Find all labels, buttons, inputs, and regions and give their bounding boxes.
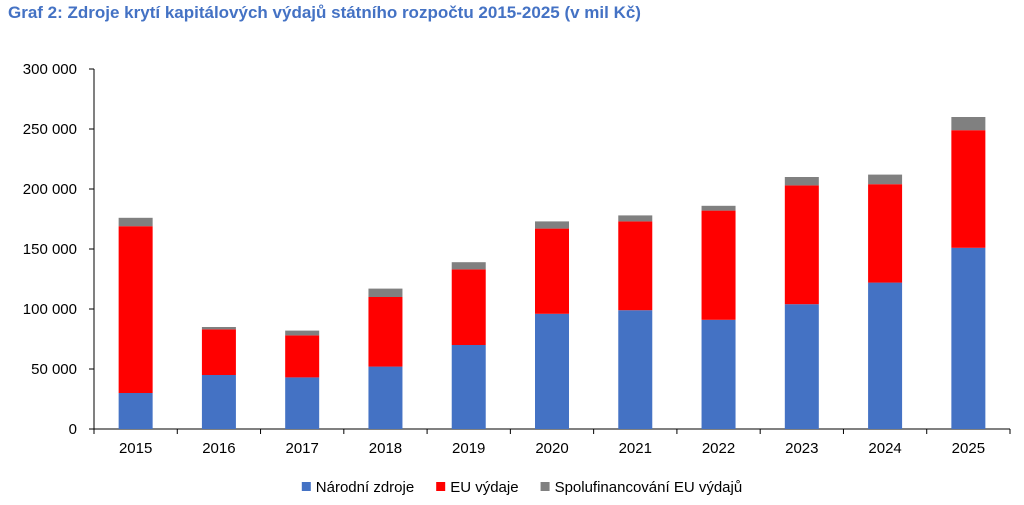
y-tick-label: 50 000 <box>31 361 77 378</box>
bar-segment-narodni-zdroje-2015 <box>118 393 153 429</box>
bar-segment-spolufinancovani-2019 <box>451 262 486 270</box>
x-tick-label: 2024 <box>868 440 901 457</box>
bar-segment-spolufinancovani-2016 <box>201 327 236 330</box>
y-axis: 0 50 000 100 000 150 000 200 000 250 000 300 0… <box>23 61 95 438</box>
x-axis: 2015 2016 2017 2018 2019 2020 2021 2022 2023 2024… <box>93 428 1011 457</box>
x-tick-label: 2021 <box>619 440 652 457</box>
legend-swatch <box>301 482 311 491</box>
bar-segment-spolufinancovani-2021 <box>618 215 653 222</box>
x-tick-label: 2023 <box>785 440 818 457</box>
legend-swatch <box>436 482 446 491</box>
bar-segment-eu-vydaje-2017 <box>285 335 320 378</box>
bar-segment-eu-vydaje-2021 <box>618 221 653 311</box>
bar-segment-narodni-zdroje-2021 <box>618 310 653 429</box>
bar-segment-eu-vydaje-2016 <box>201 329 236 375</box>
x-tick-label: 2016 <box>202 440 235 457</box>
legend: Národní zdroje EU výdaje Spolufinancování … <box>301 479 743 496</box>
legend-label: Národní zdroje <box>316 479 414 496</box>
y-tick-label: 250 000 <box>23 121 77 138</box>
bar-segment-eu-vydaje-2015 <box>118 226 153 393</box>
y-tick-label: 300 000 <box>23 61 77 78</box>
bar-segment-eu-vydaje-2023 <box>784 185 819 305</box>
bars <box>118 117 986 429</box>
chart-title: Graf 2: Zdroje krytí kapitálových výdajů… <box>8 3 641 22</box>
bar-segment-eu-vydaje-2019 <box>451 269 486 345</box>
bar-segment-narodni-zdroje-2019 <box>451 345 486 429</box>
bar-segment-spolufinancovani-2025 <box>951 117 986 131</box>
bar-segment-spolufinancovani-2018 <box>368 288 403 297</box>
bar-segment-narodni-zdroje-2020 <box>535 313 569 429</box>
bar-segment-eu-vydaje-2025 <box>951 130 986 248</box>
bar-segment-eu-vydaje-2018 <box>368 297 403 367</box>
bar-segment-spolufinancovani-2024 <box>868 174 903 185</box>
bar-segment-narodni-zdroje-2025 <box>951 247 986 429</box>
x-tick-label: 2025 <box>952 440 985 457</box>
legend-swatch <box>540 482 550 491</box>
legend-label: Spolufinancování EU výdajů <box>555 479 743 496</box>
x-tick-label: 2022 <box>702 440 735 457</box>
bar-segment-narodni-zdroje-2024 <box>868 282 903 429</box>
x-tick-label: 2018 <box>369 440 402 457</box>
x-tick-label: 2017 <box>285 440 318 457</box>
bar-segment-narodni-zdroje-2018 <box>368 366 403 429</box>
y-tick-label: 150 000 <box>23 241 77 258</box>
bar-segment-spolufinancovani-2022 <box>701 205 736 211</box>
y-tick-label: 100 000 <box>23 301 77 318</box>
bar-segment-spolufinancovani-2015 <box>118 217 153 227</box>
bar-segment-eu-vydaje-2022 <box>701 210 736 320</box>
bar-segment-narodni-zdroje-2022 <box>701 319 736 429</box>
y-tick-label: 200 000 <box>23 181 77 198</box>
bar-segment-eu-vydaje-2020 <box>535 228 569 314</box>
y-tick-label: 0 <box>69 421 77 438</box>
legend-label: EU výdaje <box>450 479 518 496</box>
x-tick-label: 2019 <box>452 440 485 457</box>
bar-segment-narodni-zdroje-2016 <box>201 375 236 429</box>
x-tick-label: 2015 <box>119 440 152 457</box>
bar-segment-spolufinancovani-2023 <box>784 177 819 186</box>
bar-segment-narodni-zdroje-2023 <box>784 304 819 429</box>
bar-segment-narodni-zdroje-2017 <box>285 377 320 429</box>
bar-segment-spolufinancovani-2017 <box>285 330 320 336</box>
bar-segment-eu-vydaje-2024 <box>868 184 903 283</box>
x-tick-label: 2020 <box>535 440 568 457</box>
bar-segment-spolufinancovani-2020 <box>535 221 569 229</box>
